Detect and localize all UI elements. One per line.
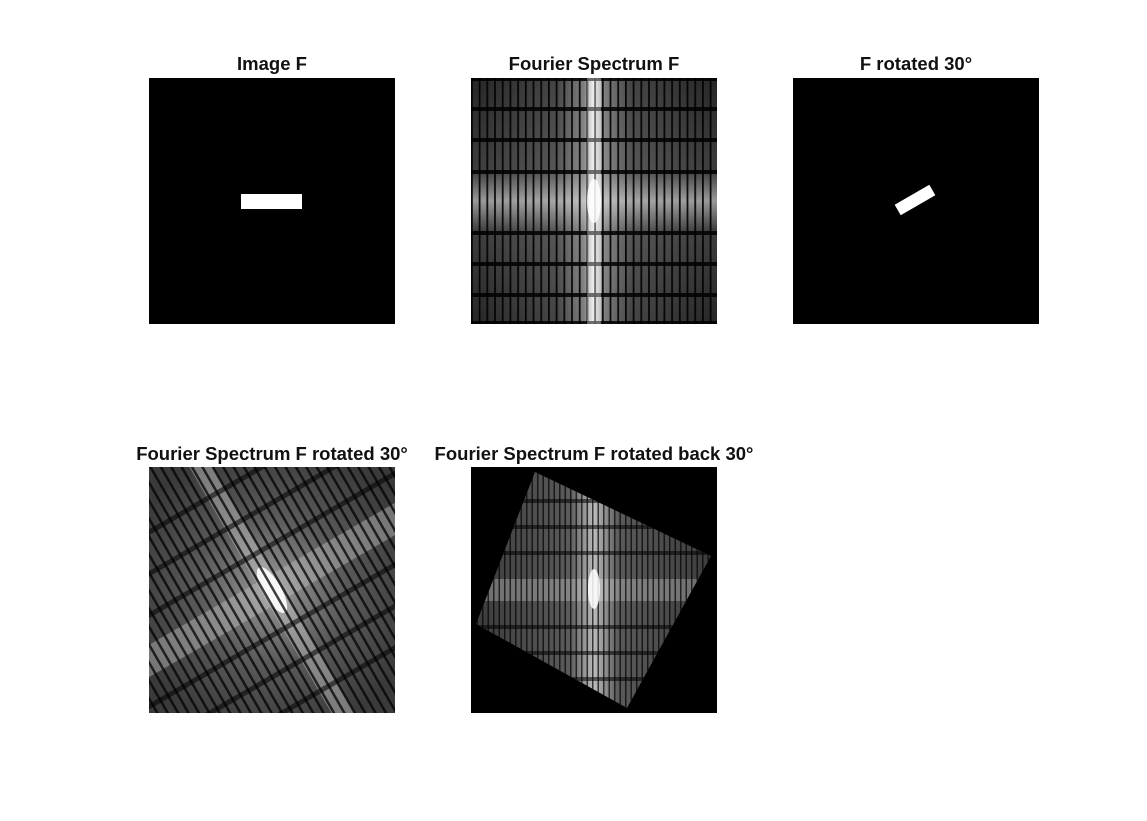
white-rectangle xyxy=(241,194,302,209)
spectrum-rotated-back-graphic xyxy=(471,467,717,713)
rotated-image-graphic xyxy=(793,78,1039,324)
rotated-white-rectangle xyxy=(894,184,936,216)
panel-title-fourier-spectrum: Fourier Spectrum F xyxy=(508,53,680,74)
panel-title-image-f: Image F xyxy=(237,53,307,74)
fourier-spectrum-graphic xyxy=(471,78,717,324)
spectrum-rotated-back-panel xyxy=(471,467,717,713)
panel-title-rotated: F rotated 30° xyxy=(859,53,973,74)
fourier-spectrum-panel xyxy=(471,78,717,324)
panel-title-spectrum-rotated: Fourier Spectrum F rotated 30° xyxy=(136,443,408,464)
rotated-image-panel xyxy=(793,78,1039,324)
image-f-graphic xyxy=(149,78,395,324)
image-f-panel xyxy=(149,78,395,324)
panel-title-spectrum-rotated-back: Fourier Spectrum F rotated back 30° xyxy=(434,443,754,464)
spectrum-rotated-panel xyxy=(149,467,395,713)
spectrum-rotated-graphic xyxy=(149,467,395,713)
